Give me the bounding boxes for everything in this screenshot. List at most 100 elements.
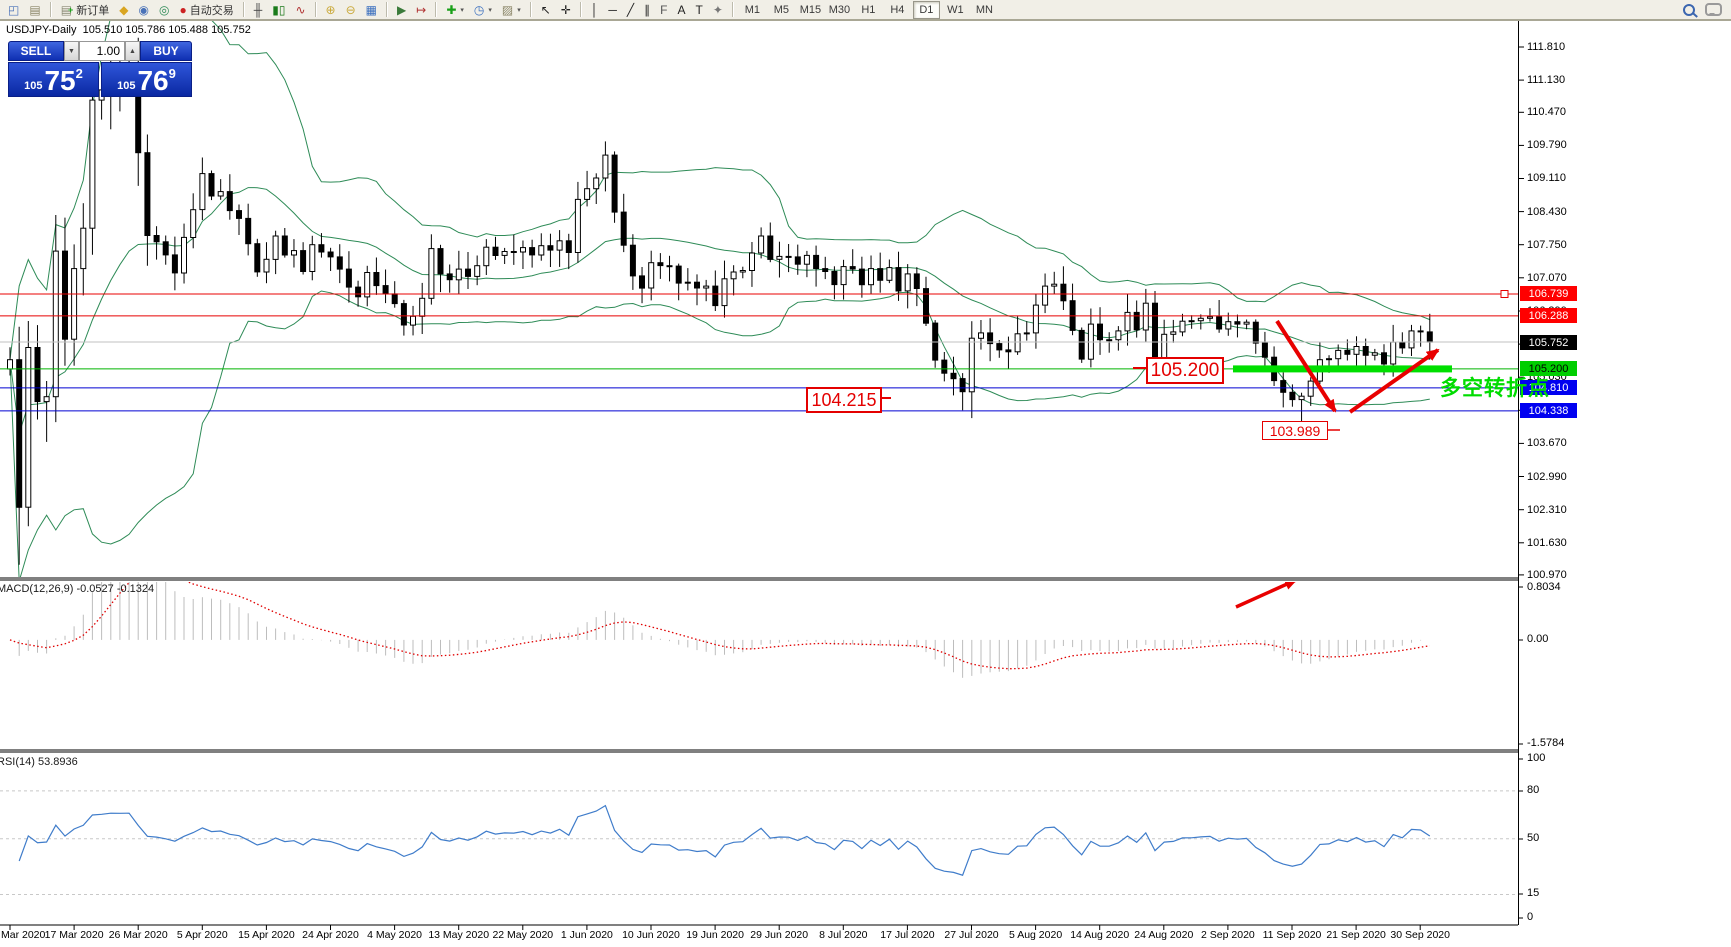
date-tick-label: 22 May 2020 <box>492 929 554 941</box>
rsi-axis-label: 100 <box>1527 752 1546 764</box>
text-icon: A <box>677 2 686 17</box>
volume-down-button[interactable]: ▼ <box>64 41 79 61</box>
price-level-badge-104810: 104.810 <box>1520 380 1577 395</box>
zoom-in-icon: ⊕ <box>325 2 336 17</box>
sell-button[interactable]: SELL <box>8 41 64 61</box>
date-tick-label: 1 Jun 2020 <box>560 929 613 941</box>
sell-price[interactable]: 105 75 2 <box>8 62 99 97</box>
metaeditor-button[interactable]: ◆ <box>115 0 132 19</box>
toolbar-separator <box>435 2 438 17</box>
timeframe-w1-button[interactable]: W1 <box>947 3 964 16</box>
timeframe-h1-button[interactable]: H1 <box>861 3 876 16</box>
timeframe-m30-button[interactable]: M30 <box>828 3 851 16</box>
channel-icon: ∥ <box>644 2 651 17</box>
timeframe-h4-button[interactable]: H4 <box>890 3 905 16</box>
timeframe-m5-button[interactable]: M5 <box>773 3 790 16</box>
timeframe-mn-button[interactable]: MN <box>975 3 993 16</box>
toolbar-separator <box>314 2 317 17</box>
zoom-out-button[interactable]: ⊖ <box>342 0 360 19</box>
timeframe-m15-button[interactable]: M15 <box>799 3 822 16</box>
macd-label: MACD(12,26,9) -0.0527 -0.1324 <box>0 583 155 595</box>
price-tick-label: 107.070 <box>1527 272 1567 284</box>
candlestick-chart-button[interactable]: ▮▯ <box>268 0 289 19</box>
trendline-icon: ╱ <box>626 2 635 17</box>
text-button[interactable]: A <box>673 0 689 19</box>
horizontal-line-button[interactable]: ─ <box>604 0 621 19</box>
date-tick-label: 5 Apr 2020 <box>176 929 228 941</box>
chevron-down-icon: ▾ <box>488 6 492 14</box>
price-level-badge-104338: 104.338 <box>1520 403 1577 418</box>
date-tick-label: 17 Jul 2020 <box>880 929 935 941</box>
new-order-button[interactable]: ▤ + 新订单 <box>57 0 114 19</box>
date-tick-label: 4 May 2020 <box>367 929 423 941</box>
rsi-axis-label: 50 <box>1527 832 1540 844</box>
community-icon: ◉ <box>138 2 150 17</box>
chat-icon[interactable] <box>1705 3 1722 16</box>
price-label-104215[interactable]: 104.215 <box>806 387 882 413</box>
price-label-105200[interactable]: 105.200 <box>1146 357 1224 384</box>
new-order-icon: ▤ <box>60 2 73 17</box>
toolbar-separator <box>731 2 734 17</box>
auto-scroll-button[interactable]: ▶ <box>393 0 410 19</box>
toolbar-right-group <box>1683 3 1728 16</box>
main-toolbar: ◰ ▤ ▤ + 新订单 ◆ ◉ ◎ ● 自动交易 ╫ ▮▯ ∿ ⊕ ⊖ ▦ ▶ ↦ ✚ ▾ ◷ ▾ ▨ ▾… <box>0 0 1731 20</box>
rsi-axis-label: 0 <box>1527 911 1534 923</box>
macd-axis-label: 0.8034 <box>1527 581 1561 593</box>
turning-point-text[interactable]: 多空转折点 <box>1440 377 1550 400</box>
buy-button[interactable]: BUY <box>140 41 192 61</box>
horizontal-line-icon: ─ <box>608 2 617 17</box>
timeframe-m1-button[interactable]: M1 <box>744 3 761 16</box>
market-button[interactable]: ◎ <box>155 0 173 19</box>
toolbar-separator <box>242 2 245 17</box>
shapes-icon: ✦ <box>712 2 723 17</box>
autotrading-icon: ● <box>179 2 187 17</box>
channel-button[interactable]: ∥ <box>640 0 654 19</box>
trendline-button[interactable]: ╱ <box>623 0 638 19</box>
cursor-icon: ↖ <box>540 2 551 17</box>
toolbar-separator <box>49 2 52 17</box>
price-label-103989[interactable]: 103.989 <box>1262 421 1328 440</box>
buy-price[interactable]: 105 76 9 <box>101 62 192 97</box>
autotrading-button[interactable]: ● 自动交易 <box>176 0 238 19</box>
search-icon[interactable] <box>1683 3 1695 16</box>
date-tick-label: 2 Sep 2020 <box>1201 929 1255 941</box>
toolbar-separator <box>386 2 389 17</box>
price-tick-label: 111.130 <box>1527 74 1566 86</box>
shapes-button[interactable]: ✦ <box>709 0 727 19</box>
date-tick-label: Mar 2020 <box>1 929 46 941</box>
date-tick-label: 15 Apr 2020 <box>238 929 295 941</box>
tile-windows-button[interactable]: ▦ <box>362 0 381 19</box>
volume-up-button[interactable]: ▲ <box>125 41 140 61</box>
cursor-button[interactable]: ↖ <box>537 0 555 19</box>
toolbar-separator <box>579 2 582 17</box>
price-tick-label: 109.790 <box>1527 139 1567 151</box>
rsi-pane-divider[interactable] <box>0 749 1518 754</box>
label-button[interactable]: T <box>691 0 706 19</box>
periods-button[interactable]: ◷ ▾ <box>470 0 496 19</box>
crosshair-button[interactable]: ✛ <box>557 0 575 19</box>
timeframe-d1-button[interactable]: D1 <box>912 0 940 19</box>
profiles-button[interactable]: ▤ <box>25 0 44 19</box>
zoom-in-button[interactable]: ⊕ <box>322 0 340 19</box>
label-icon: T <box>695 2 703 17</box>
price-tick-label: 109.110 <box>1527 172 1566 184</box>
periods-icon: ◷ <box>473 2 485 17</box>
price-tick-label: 110.470 <box>1527 106 1566 118</box>
price-tick-label: 102.310 <box>1527 504 1567 516</box>
community-button[interactable]: ◉ <box>135 0 153 19</box>
line-chart-button[interactable]: ∿ <box>291 0 309 19</box>
macd-axis-label: 0.00 <box>1527 633 1549 645</box>
volume-input[interactable]: 1.00 <box>79 41 125 61</box>
price-level-badge-105200: 105.200 <box>1520 361 1577 376</box>
fibonacci-button[interactable]: F <box>656 0 671 19</box>
market-icon: ◎ <box>159 2 170 17</box>
new-chart-button[interactable]: ◰ <box>4 0 23 19</box>
vertical-line-button[interactable]: │ <box>587 0 603 19</box>
chart-shift-button[interactable]: ↦ <box>412 0 430 19</box>
macd-pane-divider[interactable] <box>0 576 1518 581</box>
templates-button[interactable]: ▨ ▾ <box>498 0 525 19</box>
bar-chart-button[interactable]: ╫ <box>250 0 267 19</box>
indicators-button[interactable]: ✚ ▾ <box>442 0 468 19</box>
price-tick-label: 101.630 <box>1527 537 1567 549</box>
date-tick-label: 30 Sep 2020 <box>1390 929 1450 941</box>
